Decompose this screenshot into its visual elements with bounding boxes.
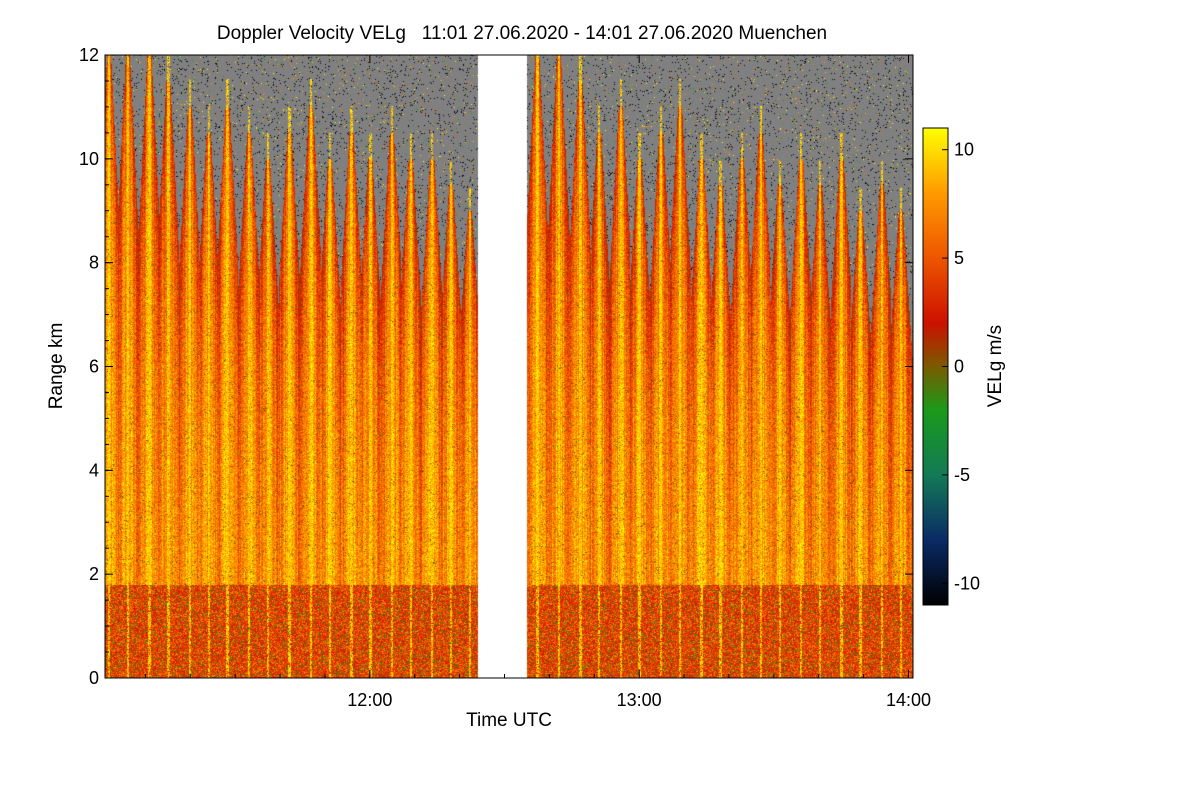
x-tick-label: 12:00: [347, 690, 392, 710]
colorbar-tick-label: 5: [954, 248, 964, 268]
y-tick-label: 6: [89, 357, 99, 377]
x-axis-label: Time UTC: [466, 710, 552, 731]
heatmap-canvas: [105, 55, 913, 678]
y-axis: 0 2 4 6 8 10 12: [79, 45, 913, 688]
y-tick-label: 2: [89, 564, 99, 584]
colorbar-label: VELg m/s: [985, 325, 1006, 407]
y-tick-label: 10: [79, 149, 99, 169]
y-tick-label: 8: [89, 253, 99, 273]
y-tick-label: 4: [89, 460, 99, 480]
colorbar-tick-label: 10: [954, 140, 974, 160]
chart-title: Doppler Velocity VELg 11:01 27.06.2020 -…: [217, 23, 827, 44]
colorbar-tick-label: 0: [954, 357, 964, 377]
x-tick-label: 13:00: [617, 690, 662, 710]
heatmap-raster: [105, 55, 913, 678]
colorbar-ticks: 10 5 0 -5 -10: [942, 140, 980, 593]
x-axis: 12:00 13:00 14:00: [144, 55, 931, 710]
x-tick-label: 14:00: [886, 690, 931, 710]
colorbar-tick-label: -5: [954, 465, 970, 485]
plot-area: [104, 54, 914, 679]
y-axis-label: Range km: [46, 323, 67, 410]
y-tick-label: 12: [79, 45, 99, 65]
colorbar: 10 5 0 -5 -10 VELg m/s: [922, 127, 1006, 606]
colorbar-tick-label: -10: [954, 573, 980, 593]
y-tick-label: 0: [89, 668, 99, 688]
